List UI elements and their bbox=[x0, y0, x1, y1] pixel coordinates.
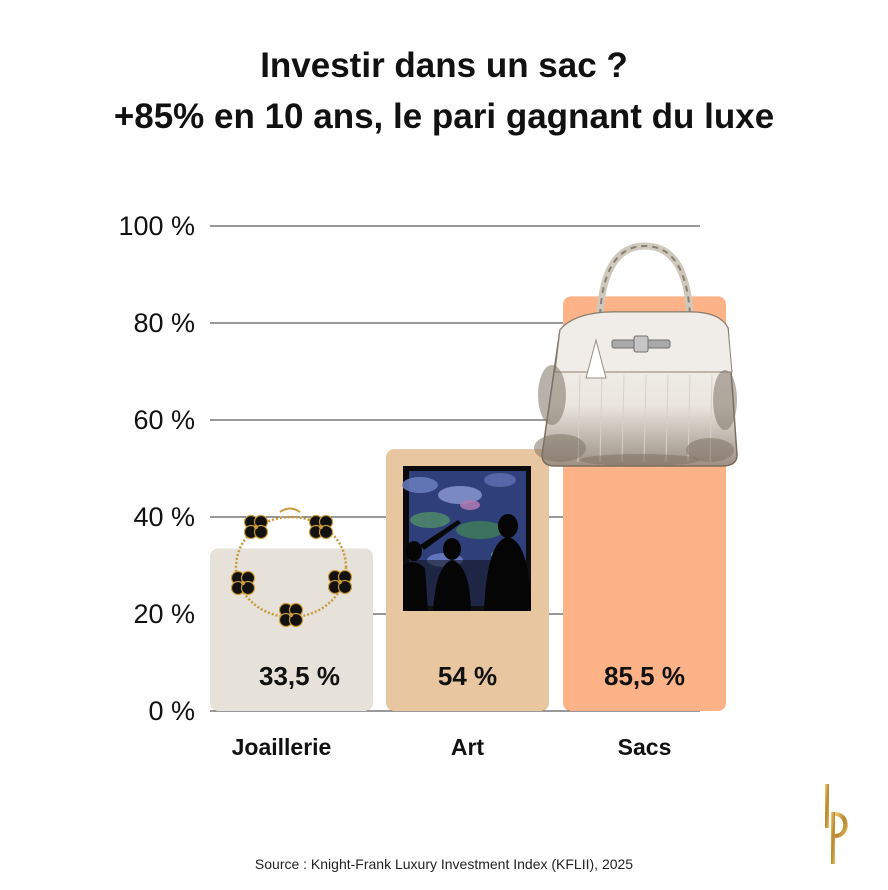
bar-chart: 0 % 20 % 40 % 60 % 80 % 100 % 33,5 % Joailleri… bbox=[118, 211, 738, 760]
y-tick-label: 40 % bbox=[133, 502, 195, 532]
title-line-1: Investir dans un sac ? bbox=[260, 46, 628, 85]
bar-value-label: 33,5 % bbox=[259, 661, 340, 691]
ip-logo-icon bbox=[825, 784, 848, 864]
source-note: Source : Knight-Frank Luxury Investment … bbox=[254, 856, 634, 872]
title-line-2: +85% en 10 ans, le pari gagnant du luxe bbox=[113, 97, 775, 136]
y-tick-label: 20 % bbox=[133, 599, 195, 629]
x-tick-label: Joaillerie bbox=[232, 734, 332, 760]
y-tick-label: 0 % bbox=[148, 696, 195, 726]
painting-image bbox=[402, 466, 531, 611]
bar-value-label: 85,5 % bbox=[604, 661, 685, 691]
x-tick-label: Art bbox=[451, 734, 485, 760]
y-tick-label: 100 % bbox=[118, 211, 195, 241]
handbag-image bbox=[534, 242, 738, 467]
y-tick-label: 80 % bbox=[133, 308, 195, 338]
y-tick-label: 60 % bbox=[133, 405, 195, 435]
chart-title: Investir dans un sac ? +85% en 10 ans, l… bbox=[0, 40, 888, 142]
bracelet-image bbox=[230, 507, 353, 628]
bar-value-label: 54 % bbox=[438, 661, 497, 691]
x-tick-label: Sacs bbox=[618, 734, 672, 760]
